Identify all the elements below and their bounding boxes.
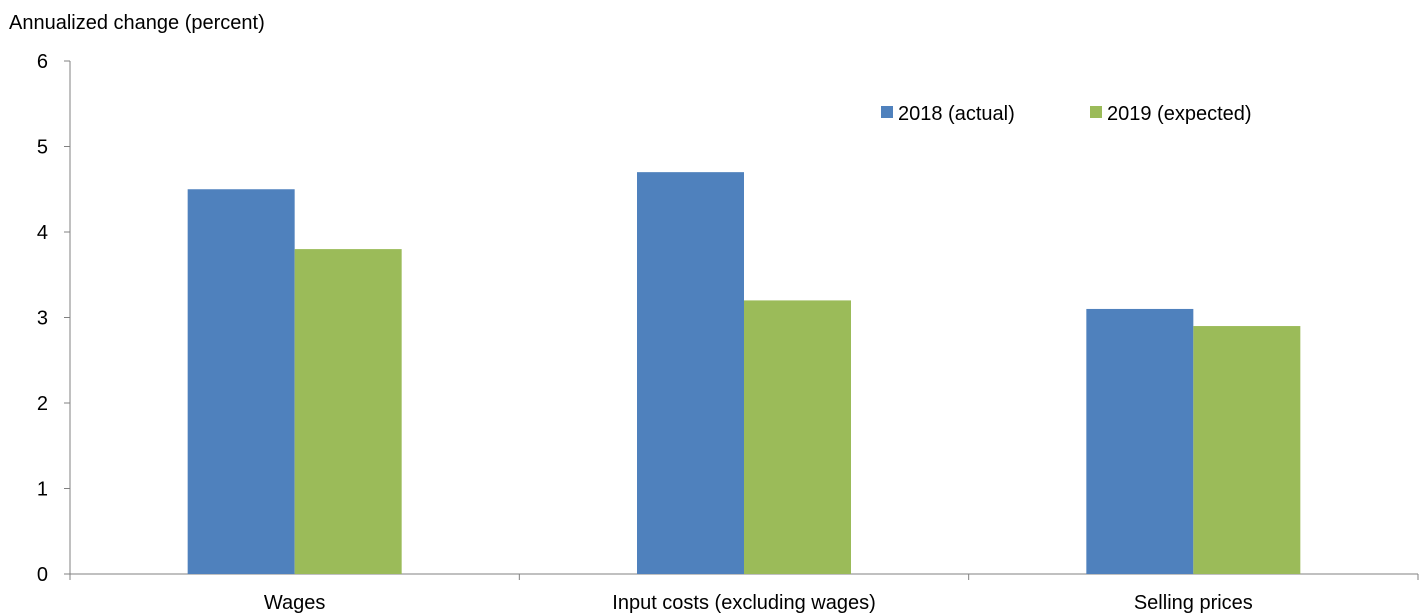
x-tick-label: Input costs (excluding wages) bbox=[612, 592, 875, 613]
legend: 2018 (actual) 2019 (expected) bbox=[881, 103, 1252, 125]
bar bbox=[294, 249, 402, 574]
legend-swatch bbox=[881, 106, 893, 118]
bar bbox=[1193, 326, 1301, 574]
bar bbox=[1086, 308, 1194, 574]
legend-label: 2019 (expected) bbox=[1107, 103, 1252, 125]
bar bbox=[637, 172, 744, 574]
plot-area: 0 1 2 3 4 5 6 Wages Input costs (excluding wages… bbox=[37, 51, 1419, 613]
y-tick-label: 1 bbox=[37, 479, 48, 501]
legend-swatch bbox=[1090, 106, 1102, 118]
y-tick-label: 3 bbox=[37, 308, 48, 330]
y-tick-label: 6 bbox=[37, 51, 48, 73]
bar bbox=[744, 300, 851, 574]
y-tick-label: 2 bbox=[37, 393, 48, 415]
y-tick-label: 5 bbox=[37, 137, 48, 159]
legend-label: 2018 (actual) bbox=[898, 103, 1015, 125]
x-tick-label: Wages bbox=[264, 592, 326, 613]
x-tick-label: Selling prices bbox=[1134, 592, 1253, 613]
y-tick-label: 4 bbox=[37, 222, 48, 244]
y-tick-label: 0 bbox=[37, 564, 48, 586]
bar bbox=[187, 189, 295, 574]
y-axis-title: Annualized change (percent) bbox=[9, 12, 265, 34]
